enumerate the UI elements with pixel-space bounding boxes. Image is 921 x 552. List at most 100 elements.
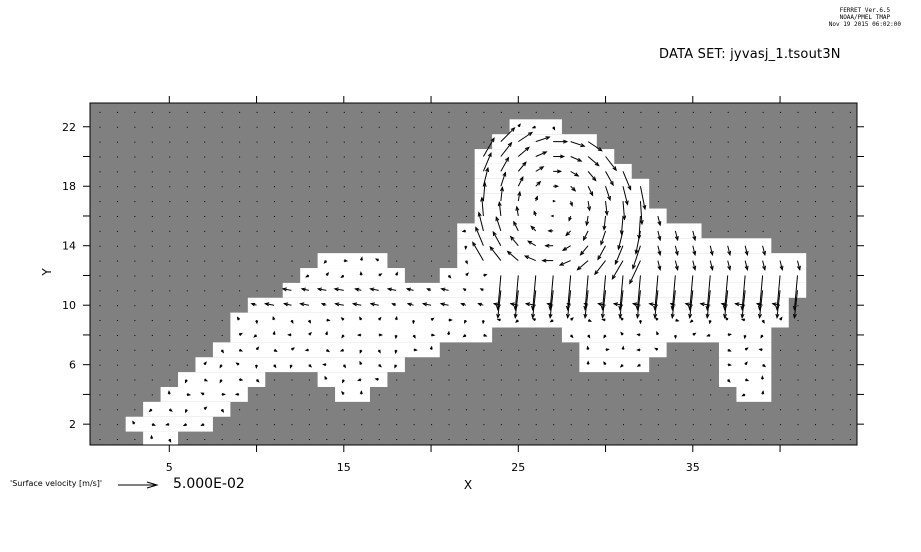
velocity-arrow [741, 393, 746, 397]
velocity-arrow [727, 333, 732, 337]
grid-dot [239, 186, 241, 188]
arrow-head [340, 317, 345, 321]
arrow-shaft [577, 260, 589, 271]
arrow-shaft [793, 275, 798, 310]
grid-dot [151, 141, 153, 143]
arrow-head [461, 229, 466, 233]
grid-dot [814, 230, 816, 232]
arrow-head [775, 313, 780, 319]
arrow-shaft [510, 236, 519, 247]
arrow-head [377, 349, 381, 354]
velocity-arrow [744, 361, 748, 366]
grid-dot [605, 111, 607, 113]
arrow-head [727, 265, 732, 271]
grid-dot [832, 305, 834, 307]
velocity-arrow [602, 215, 607, 231]
grid-dot [675, 171, 677, 173]
grid-dot [692, 439, 694, 441]
grid-dot [500, 439, 502, 441]
velocity-arrow [775, 290, 781, 319]
arrow-head [657, 221, 662, 227]
arrow-head [620, 316, 624, 321]
velocity-arrow [688, 275, 694, 311]
arrow-head [492, 302, 499, 307]
velocity-arrow [587, 201, 592, 212]
grid-dot [186, 305, 188, 307]
velocity-arrow [600, 275, 607, 311]
grid-dot [274, 186, 275, 188]
grid-dot [204, 171, 206, 173]
arrow-head [522, 161, 527, 167]
grid-dot [849, 230, 851, 232]
velocity-arrow [688, 290, 694, 319]
velocity-arrow [517, 146, 530, 157]
grid-dot [535, 334, 537, 336]
grid-dot [727, 171, 729, 173]
grid-dot [448, 111, 450, 113]
grid-dot [134, 111, 136, 113]
grid-dot [727, 141, 729, 143]
grid-dot [623, 111, 624, 113]
arrow-shaft [639, 201, 643, 224]
grid-dot [256, 409, 258, 411]
grid-dot [500, 394, 502, 396]
grid-dot [116, 245, 118, 247]
arrow-shaft [482, 138, 495, 157]
velocity-arrow [565, 230, 572, 237]
arrow-head [464, 245, 468, 251]
grid-dot [623, 156, 624, 158]
grid-dot [169, 186, 171, 188]
grid-dot [431, 439, 433, 441]
grid-dot [710, 424, 712, 426]
arrow-head [620, 331, 624, 336]
water-cell-run [474, 149, 615, 164]
grid-dot [849, 260, 851, 262]
velocity-arrow [621, 345, 625, 350]
velocity-arrow [316, 287, 327, 292]
velocity-arrow [481, 320, 485, 325]
arrow-head [571, 186, 577, 192]
velocity-arrow [636, 363, 641, 367]
velocity-arrow [603, 334, 607, 339]
grid-dot [361, 409, 363, 411]
grid-dot [535, 409, 537, 411]
grid-dot [291, 409, 293, 411]
velocity-arrow [518, 131, 534, 143]
arrow-head [219, 379, 223, 384]
velocity-arrow [657, 260, 662, 271]
velocity-arrow [541, 258, 554, 263]
grid-dot [326, 409, 328, 411]
velocity-arrow [758, 348, 763, 352]
velocity-arrow [692, 230, 697, 242]
grid-dot [326, 215, 328, 217]
velocity-arrow [531, 318, 536, 322]
velocity-arrow [426, 288, 432, 292]
grid-dot [849, 290, 851, 292]
grid-dot [343, 424, 345, 426]
arrow-head [594, 161, 600, 167]
arrow-head [169, 408, 173, 412]
grid-dot [483, 141, 485, 143]
grid-dot [239, 424, 241, 426]
arrow-head [565, 305, 570, 311]
arrow-head [594, 270, 599, 276]
arrow-head [709, 250, 714, 257]
arrow-head [475, 226, 480, 232]
arrow-head [533, 210, 537, 215]
grid-dot [256, 290, 258, 292]
arrow-shaft [527, 240, 537, 247]
arrow-head [601, 318, 606, 322]
grid-dot [396, 141, 398, 143]
grid-dot [849, 245, 851, 247]
grid-dot [657, 394, 659, 396]
velocity-arrow [394, 334, 398, 340]
water-cell-run [195, 357, 405, 373]
grid-dot [99, 409, 101, 411]
velocity-arrow [727, 348, 732, 352]
grid-dot [465, 439, 467, 441]
grid-dot [413, 171, 415, 173]
grid-dot [151, 394, 153, 396]
velocity-arrow [221, 392, 226, 396]
grid-dot [361, 201, 363, 203]
arrow-shaft [497, 275, 502, 310]
